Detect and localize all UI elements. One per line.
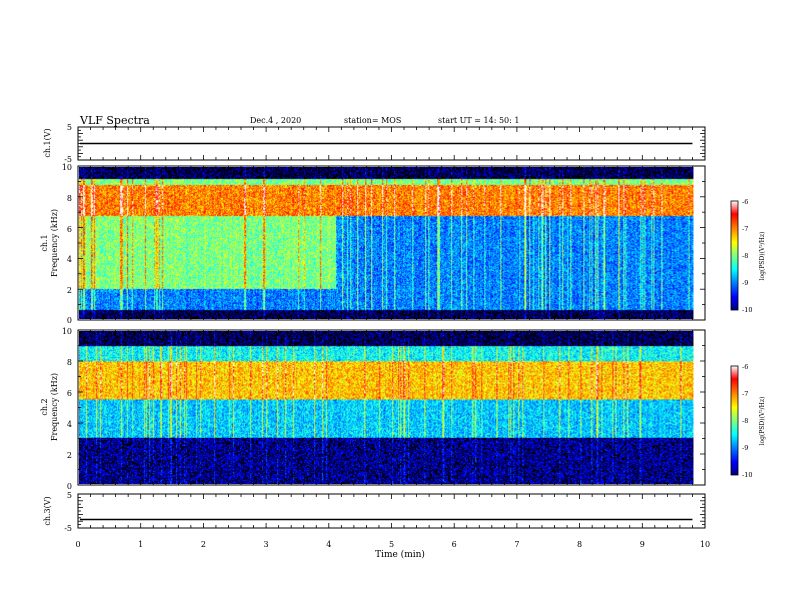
ch2-freq-tick-10: 10 — [62, 327, 72, 336]
ch2-spectrogram-ticks — [77, 329, 706, 486]
ch2-colorbar-gradient — [730, 365, 739, 476]
ch1-ylabel-frequency: Frequency (kHz) — [50, 209, 59, 277]
ch2-spectrogram-image — [79, 331, 694, 484]
figure-title: VLF Spectra — [79, 114, 150, 127]
ch3-ytick-top: 5 — [67, 491, 72, 500]
time-tick-label-0: 0 — [75, 540, 80, 549]
ch1-freq-tick-6: 6 — [67, 225, 72, 234]
ch3-ylabel: ch.3(V) — [43, 496, 52, 525]
time-axis-tick-labels: 0 1 2 3 4 5 6 7 8 9 10 — [75, 540, 710, 549]
time-tick-label-8: 8 — [577, 540, 582, 549]
ch2-freq-tick-4: 4 — [67, 420, 72, 429]
ch2-freq-tick-0: 0 — [67, 482, 72, 491]
ch2-ylabel-channel: ch.2 — [40, 398, 49, 415]
ch2-colorbar-tick-m8: -8 — [742, 417, 748, 425]
ch1-ylabel-channel: ch.1 — [40, 234, 49, 251]
ch1-freq-tick-8: 8 — [67, 194, 72, 203]
date-label: Dec.4 , 2020 — [250, 116, 301, 125]
time-tick-label-7: 7 — [514, 540, 519, 549]
time-axis-label: Time (min) — [375, 549, 425, 560]
time-tick-label-2: 2 — [201, 540, 206, 549]
ch2-freq-tick-2: 2 — [67, 451, 72, 460]
ch2-colorbar: -6 -7 -8 -9 -10 log(PSD)(V²/Hz) — [730, 363, 766, 479]
ch1-waveform-panel: 5 -5 ch.1(V) — [43, 123, 706, 164]
time-tick-label-1: 1 — [138, 540, 143, 549]
time-tick-label-9: 9 — [640, 540, 645, 549]
ch1-spectrogram-panel: 10 8 6 4 2 0 ch.1 Frequency (kHz) — [40, 163, 706, 325]
ch2-freq-tick-8: 8 — [67, 358, 72, 367]
time-tick-label-5: 5 — [389, 540, 394, 549]
ch1-colorbar-gradient — [730, 200, 739, 311]
time-tick-label-6: 6 — [452, 540, 457, 549]
ch1-waveform-ticks — [77, 126, 706, 161]
ch1-freq-tick-2: 2 — [67, 286, 72, 295]
ch1-freq-tick-10: 10 — [62, 163, 72, 172]
ch1-freq-tick-4: 4 — [67, 255, 72, 264]
ch2-colorbar-tick-m9: -9 — [742, 444, 748, 452]
time-tick-label-10: 10 — [700, 540, 710, 549]
ch1-colorbar-label: log(PSD)(V²/Hz) — [759, 232, 766, 281]
ch3-ytick-bottom: -5 — [64, 524, 72, 533]
start-time-label: start UT = 14: 50: 1 — [438, 116, 519, 125]
ch2-ylabel-frequency: Frequency (kHz) — [50, 373, 59, 441]
ch1-ytick-bottom: -5 — [64, 155, 72, 164]
figure-header: VLF Spectra Dec.4 , 2020 station= MOS st… — [79, 114, 519, 127]
ch2-colorbar-tick-m6: -6 — [742, 363, 748, 371]
ch3-waveform-frame — [77, 493, 706, 529]
ch3-waveform-panel: 5 -5 ch.3(V) — [43, 491, 706, 533]
ch1-ylabel: ch.1(V) — [43, 128, 52, 157]
ch1-colorbar-tick-m6: -6 — [742, 198, 748, 206]
ch1-colorbar: -6 -7 -8 -9 -10 log(PSD)(V²/Hz) — [730, 198, 766, 314]
ch1-spectrogram-ticks — [77, 165, 706, 321]
ch2-colorbar-tick-m10: -10 — [742, 471, 752, 479]
station-label: station= MOS — [344, 116, 401, 125]
ch1-colorbar-tick-m8: -8 — [742, 252, 748, 260]
time-tick-label-4: 4 — [326, 540, 331, 549]
ch2-colorbar-label: log(PSD)(V²/Hz) — [759, 397, 766, 446]
ch1-freq-tick-0: 0 — [67, 316, 72, 325]
ch2-colorbar-tick-m7: -7 — [742, 390, 748, 398]
time-tick-label-3: 3 — [264, 540, 269, 549]
ch3-waveform-ticks — [77, 493, 706, 529]
ch1-ytick-top: 5 — [67, 123, 72, 132]
ch1-spectrogram-image — [79, 167, 694, 319]
ch2-freq-tick-6: 6 — [67, 389, 72, 398]
ch1-colorbar-tick-m10: -10 — [742, 306, 752, 314]
ch1-colorbar-tick-m9: -9 — [742, 279, 748, 287]
ch2-spectrogram-panel: 10 8 6 4 2 0 ch.2 Frequency (kHz) — [40, 327, 706, 491]
ch1-colorbar-tick-m7: -7 — [742, 225, 748, 233]
